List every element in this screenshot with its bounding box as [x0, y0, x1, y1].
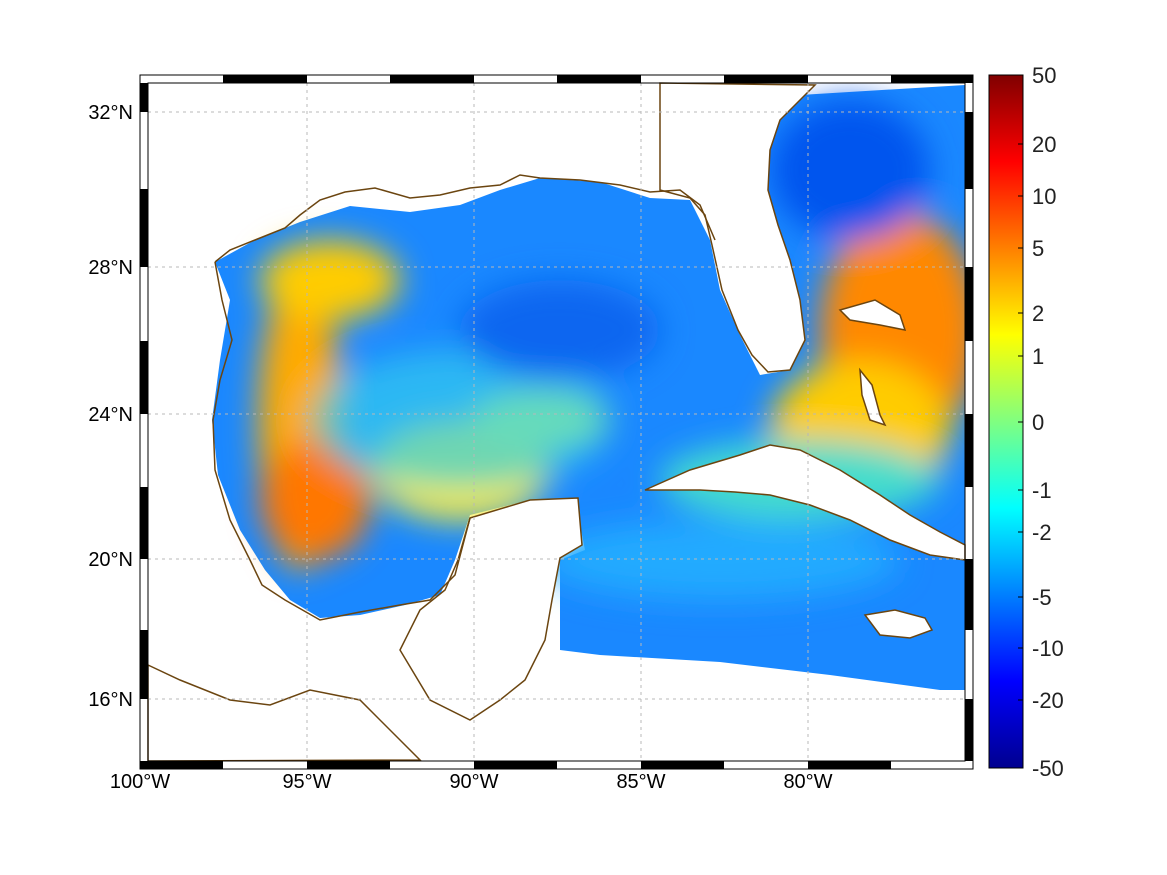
mexico-central-america [147, 663, 422, 762]
abaco-island [838, 299, 907, 331]
lon-label: 85°W [616, 771, 665, 793]
colorbar-tick-label: -5 [1032, 585, 1052, 610]
warm-anomaly-north-texas [260, 240, 400, 320]
longitude-labels: 100°W 95°W 90°W 85°W 80°W [110, 771, 833, 793]
andros-island [859, 367, 887, 427]
colorbar-tick-label: -10 [1032, 636, 1064, 661]
lon-label: 80°W [783, 771, 832, 793]
warm-anomaly-west-south [260, 440, 370, 560]
lat-label: 28°N [88, 257, 133, 279]
florida-peninsula [659, 82, 817, 373]
cyan-band-caribbean [540, 520, 900, 600]
colorbar-tick-label: 2 [1032, 301, 1044, 326]
colorbar-gradient [988, 74, 1024, 769]
cool-anomaly-central-gulf [460, 280, 660, 380]
colorbar-tick-label: 50 [1032, 63, 1056, 88]
yucatan-peninsula [399, 497, 583, 721]
colorbar-tick-label: 0 [1032, 410, 1044, 435]
lat-label: 32°N [88, 102, 133, 124]
lat-label: 16°N [88, 689, 133, 711]
colorbar-tick-label: 10 [1032, 184, 1056, 209]
colorbar-tick-label: -1 [1032, 478, 1052, 503]
latitude-labels: 32°N 28°N 24°N 20°N 16°N [88, 102, 133, 711]
lat-label: 20°N [88, 549, 133, 571]
colorbar-tick-label: -20 [1032, 688, 1064, 713]
mexico-gulf-coastline [212, 261, 471, 621]
colorbar-tick-label: -2 [1032, 520, 1052, 545]
map-frame [139, 74, 974, 770]
cool-anomaly-atlantic [770, 100, 930, 240]
lon-label: 100°W [110, 771, 170, 793]
colorbar-tick-label: -50 [1032, 756, 1064, 781]
colorbar-tick-label: 20 [1032, 132, 1056, 157]
us-gulf-coastline [214, 174, 716, 263]
colorbar-tick-label: 5 [1032, 236, 1044, 261]
lon-label: 95°W [282, 771, 331, 793]
colorbar-tick-label: 1 [1032, 344, 1044, 369]
lon-label: 90°W [449, 771, 498, 793]
cyan-band-central [310, 350, 610, 490]
land [147, 82, 966, 762]
lat-label: 24°N [88, 404, 133, 426]
graticule [148, 83, 965, 761]
jamaica [863, 609, 934, 639]
